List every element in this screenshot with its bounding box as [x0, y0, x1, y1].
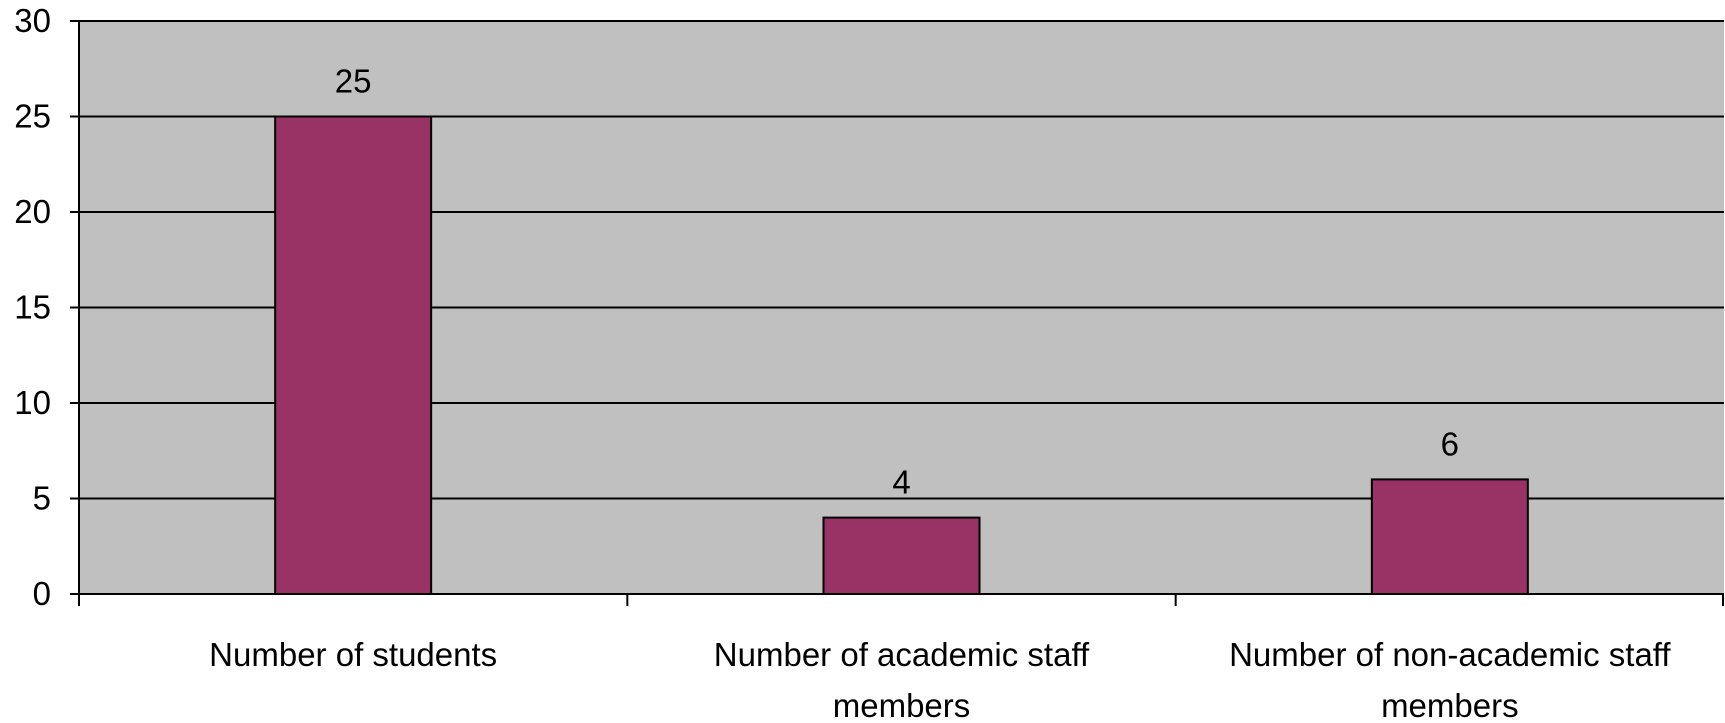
data-labels: 25 4 6 [335, 63, 1459, 501]
y-tick-label: 30 [14, 2, 51, 39]
bar [274, 115, 433, 595]
y-tick-label: 10 [14, 384, 51, 421]
bar [822, 516, 981, 595]
x-category-label: Number of students [209, 636, 497, 673]
data-label: 25 [335, 63, 372, 100]
x-category-label: members [1381, 687, 1519, 723]
data-label: 4 [892, 464, 910, 501]
bars [274, 115, 1529, 595]
y-tick-label: 15 [14, 289, 51, 326]
y-axis-ticks: 0 5 10 15 20 25 30 [14, 2, 79, 612]
x-category-label: Number of academic staff [714, 636, 1090, 673]
y-tick-label: 0 [33, 575, 51, 612]
y-tick-label: 20 [14, 193, 51, 230]
x-category-label: members [833, 687, 971, 723]
y-tick-label: 5 [33, 480, 51, 517]
y-tick-label: 25 [14, 98, 51, 135]
data-label: 6 [1441, 425, 1459, 462]
x-axis-labels: Number of students Number of academic sta… [209, 636, 1671, 723]
bar [1370, 478, 1529, 595]
x-category-label: Number of non-academic staff [1229, 636, 1671, 673]
